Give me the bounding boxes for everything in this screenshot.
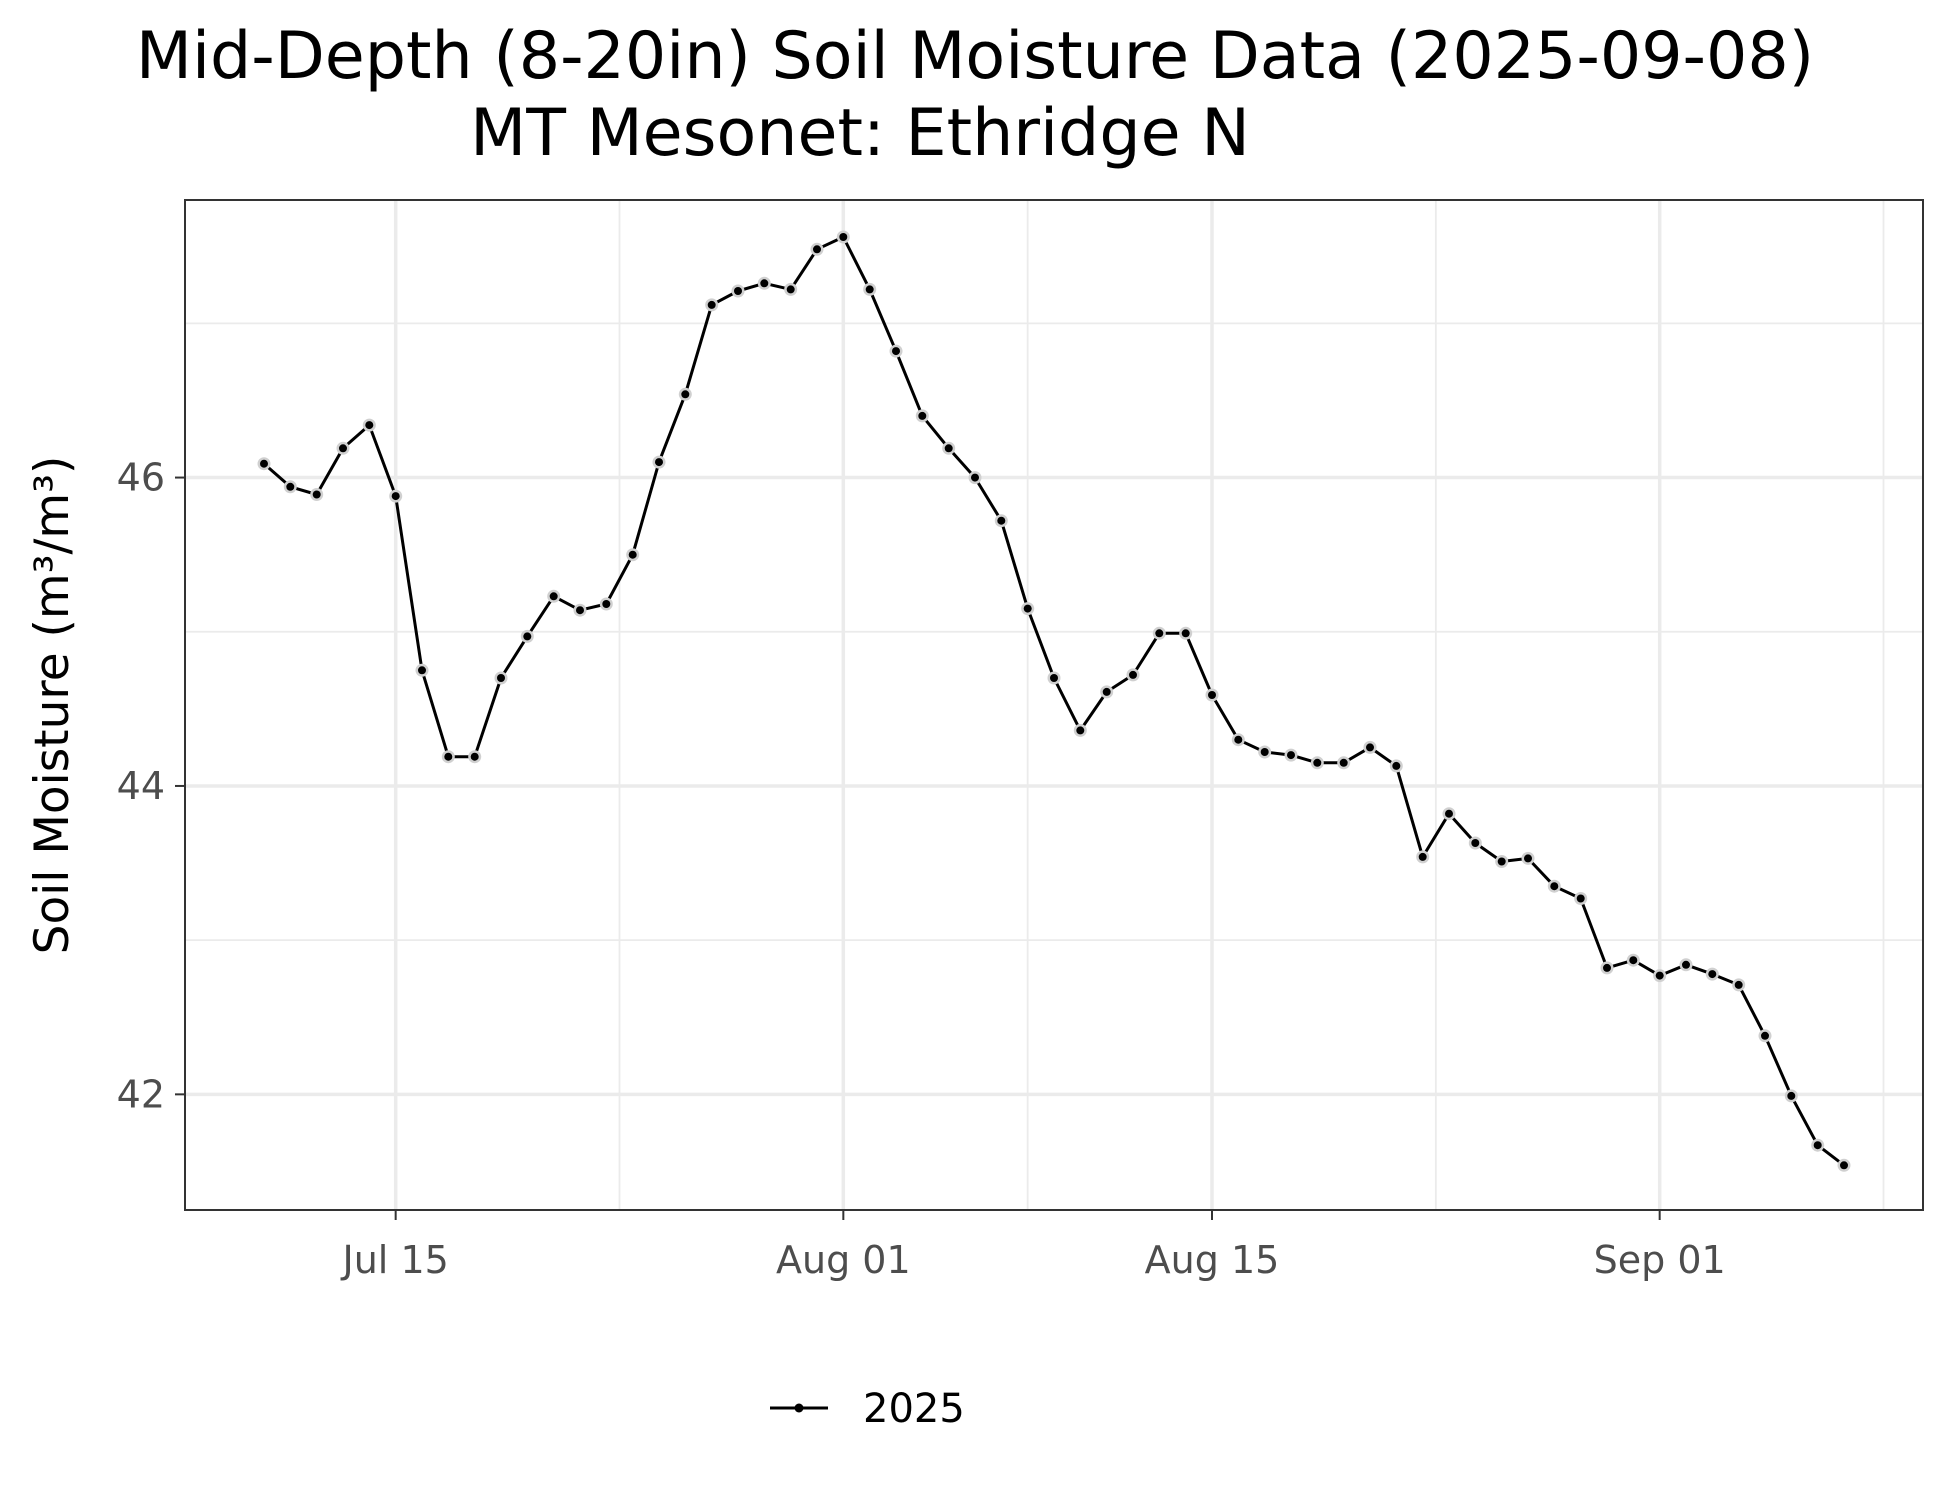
- data-point: [1603, 963, 1611, 972]
- legend: 2025: [770, 1386, 965, 1432]
- data-point: [1392, 761, 1401, 770]
- data-point: [602, 600, 611, 608]
- data-point: [1313, 758, 1322, 767]
- data-point: [1576, 894, 1585, 903]
- data-point: [1339, 758, 1348, 767]
- y-tick-label: 46: [117, 456, 165, 500]
- data-point: [1471, 839, 1480, 847]
- y-tick-label: 44: [117, 764, 165, 808]
- data-point: [1418, 852, 1427, 861]
- data-point: [1550, 882, 1559, 891]
- data-point: [734, 287, 742, 295]
- data-point: [1102, 687, 1111, 696]
- data-point: [470, 752, 479, 761]
- legend-label-2025: 2025: [863, 1386, 965, 1432]
- data-point: [1260, 748, 1269, 756]
- data-point: [1813, 1141, 1822, 1150]
- tick-labels: Jul 15 Aug 01 Aug 15 Sep 01 42 44 46: [117, 456, 1726, 1282]
- data-point: [1234, 735, 1243, 744]
- x-tick-label: Aug 15: [1145, 1238, 1280, 1282]
- x-tick-label: Aug 01: [776, 1238, 911, 1282]
- series-layer: [257, 230, 1851, 1172]
- data-point: [760, 279, 769, 288]
- data-point: [576, 606, 584, 615]
- data-point: [1287, 751, 1295, 760]
- data-point: [1050, 674, 1058, 682]
- data-point: [1655, 971, 1664, 980]
- data-point: [418, 666, 426, 675]
- y-tick-label: 42: [117, 1072, 165, 1116]
- axis-ticks: [175, 476, 1661, 1220]
- plot-panel-background: [185, 200, 1923, 1210]
- data-point: [1445, 809, 1453, 818]
- data-point: [628, 550, 637, 559]
- data-point: [786, 285, 795, 294]
- data-point: [523, 632, 532, 641]
- data-point: [260, 459, 268, 468]
- data-point: [1840, 1161, 1848, 1170]
- data-point: [1734, 980, 1743, 989]
- data-point: [1129, 670, 1137, 679]
- data-point: [918, 411, 927, 420]
- data-point: [497, 674, 505, 682]
- legend-key-point: [794, 1403, 804, 1413]
- data-point: [1682, 960, 1690, 969]
- major-gridlines: [185, 200, 1923, 1210]
- data-point: [655, 458, 663, 467]
- data-point: [1497, 857, 1506, 866]
- data-point: [1524, 854, 1532, 863]
- minor-gridlines: [185, 200, 1923, 1210]
- plot-panel-border: [184, 199, 1924, 1211]
- x-tick-label: Jul 15: [341, 1238, 449, 1282]
- data-point: [1708, 970, 1717, 979]
- data-point: [339, 444, 347, 453]
- data-point: [1761, 1031, 1769, 1040]
- data-point: [681, 390, 690, 399]
- y-axis-title: Soil Moisture (m³/m³): [25, 456, 80, 955]
- chart-subtitle: MT Mesonet: Ethridge N: [470, 96, 1250, 171]
- data-point: [971, 473, 979, 482]
- x-tick-label: Sep 01: [1594, 1238, 1726, 1282]
- data-point: [1155, 629, 1164, 638]
- data-point: [997, 516, 1006, 525]
- data-point: [1181, 629, 1190, 638]
- data-point: [813, 245, 821, 254]
- data-point: [549, 592, 558, 601]
- data-point: [865, 285, 874, 294]
- data-point: [944, 444, 953, 453]
- data-point: [1787, 1091, 1796, 1100]
- data-point: [365, 421, 374, 430]
- data-point: [1208, 691, 1216, 699]
- data-point: [444, 752, 453, 761]
- chart-title: Mid-Depth (8-20in) Soil Moisture Data (2…: [136, 19, 1814, 94]
- data-point: [1629, 956, 1638, 965]
- data-point: [1076, 726, 1085, 735]
- data-point: [1023, 604, 1032, 613]
- data-point: [839, 233, 848, 241]
- data-point: [391, 492, 400, 501]
- data-point: [1366, 743, 1374, 752]
- data-point: [707, 300, 716, 309]
- data-point: [286, 482, 295, 491]
- data-point: [892, 347, 900, 356]
- data-point: [312, 490, 321, 499]
